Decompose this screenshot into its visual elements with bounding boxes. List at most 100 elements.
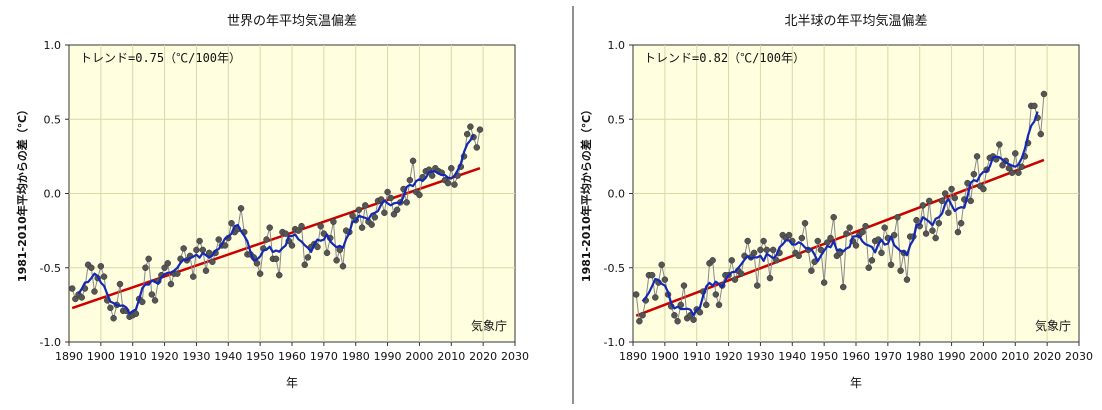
- x-tick-label: 1920: [715, 350, 743, 363]
- data-point: [696, 309, 704, 316]
- y-tick-label: 0.5: [44, 113, 62, 126]
- data-point: [980, 185, 987, 193]
- x-tick-label: 1960: [842, 350, 870, 363]
- data-point: [209, 258, 216, 266]
- data-point: [795, 252, 802, 260]
- data-point: [951, 194, 959, 202]
- data-point: [801, 219, 809, 227]
- data-point: [703, 301, 710, 309]
- data-point: [830, 214, 837, 221]
- x-tick-label: 2030: [1065, 350, 1093, 363]
- data-point: [890, 231, 898, 239]
- y-tick-label: 0.5: [608, 113, 626, 126]
- data-point: [1040, 90, 1048, 98]
- data-point: [368, 221, 375, 228]
- chart-title: 北半球の年平均気温偏差: [784, 13, 927, 29]
- moving-average-group: [77, 134, 475, 315]
- credit-label: 気象庁: [1035, 318, 1071, 333]
- data-point: [301, 261, 308, 269]
- data-point: [100, 273, 108, 280]
- x-tick-label: 1950: [810, 350, 838, 363]
- grid: [69, 45, 515, 342]
- y-tick-label: -1.0: [604, 336, 625, 349]
- data-point: [416, 191, 423, 199]
- data-point: [451, 181, 458, 188]
- data-point: [276, 271, 283, 279]
- data-point: [444, 179, 452, 187]
- x-tick-label: 1980: [906, 350, 934, 363]
- x-axis-label: 年: [286, 376, 298, 390]
- data-point: [167, 280, 175, 288]
- data-point: [945, 209, 952, 217]
- data-point: [189, 273, 197, 280]
- data-point: [78, 294, 85, 301]
- data-point: [476, 126, 484, 133]
- data-point: [202, 267, 210, 274]
- data-point: [894, 214, 901, 221]
- x-tick-label: 1910: [683, 350, 711, 363]
- data-point: [881, 224, 888, 231]
- data-point: [938, 197, 946, 205]
- moving-average-group: [641, 111, 1039, 317]
- data-point: [820, 279, 828, 286]
- y-ticks: 1.0 0.5 0.0 -0.5 -1.0: [604, 39, 633, 349]
- moving-average-line: [641, 111, 1039, 317]
- data-point: [785, 231, 793, 239]
- data-point: [288, 242, 296, 249]
- data-point: [773, 257, 780, 264]
- y-tick-label: 1.0: [44, 39, 62, 52]
- data-point: [148, 291, 156, 298]
- y-tick-label: -0.5: [604, 262, 625, 275]
- trend-line-group: [71, 166, 481, 310]
- data-point: [403, 199, 410, 206]
- data-point: [852, 242, 860, 249]
- data-point: [632, 291, 640, 298]
- x-tick-label: 1910: [119, 350, 147, 363]
- data-point: [798, 234, 806, 242]
- x-tick-label: 1970: [874, 350, 902, 363]
- data-point: [151, 297, 159, 304]
- data-point: [68, 285, 76, 292]
- y-tick-label: 1.0: [608, 39, 626, 52]
- data-point: [814, 237, 822, 245]
- y-ticks: 1.0 0.5 0.0 -0.5 -1.0: [40, 39, 69, 349]
- data-point: [1012, 150, 1019, 157]
- trend-annotation: トレンド=0.75（℃/100年）: [80, 51, 241, 65]
- data-point: [671, 312, 678, 319]
- x-tick-label: 1900: [87, 350, 115, 363]
- x-ticks: 1890 1900 1910 1920 1930 1940 1950 1960 1970 1980…: [55, 342, 529, 363]
- x-tick-label: 2000: [405, 350, 433, 363]
- data-point: [744, 237, 751, 245]
- data-point: [406, 176, 414, 184]
- data-point: [349, 212, 356, 220]
- x-tick-label: 2010: [1001, 350, 1029, 363]
- data-point: [272, 255, 280, 263]
- data-point: [970, 170, 978, 178]
- data-point: [919, 202, 927, 209]
- data-point: [967, 197, 974, 205]
- data-point: [757, 246, 764, 254]
- data-point: [878, 249, 885, 257]
- data-point: [317, 222, 324, 230]
- data-point: [897, 267, 904, 274]
- y-tick-label: -0.5: [40, 262, 61, 275]
- data-point: [652, 294, 659, 301]
- data-point: [330, 218, 337, 225]
- data-point: [948, 185, 955, 193]
- data-point: [339, 263, 347, 270]
- data-point: [145, 255, 152, 263]
- data-point: [132, 310, 140, 318]
- y-axis-label: 1981-2010年平均からの差（℃）: [579, 104, 593, 282]
- data-point: [463, 130, 471, 138]
- chart-world: 1.0 0.5 0.0 -0.5 -1.0 1890 1900 1910 1920 1930 19…: [15, 13, 529, 390]
- data-point: [88, 264, 95, 271]
- data-point: [298, 222, 305, 230]
- data-point: [690, 316, 697, 323]
- data-point: [840, 283, 847, 291]
- data-point: [957, 219, 965, 227]
- data-point: [448, 165, 455, 172]
- data-point: [91, 288, 98, 295]
- data-point: [932, 234, 939, 242]
- data-point: [926, 197, 933, 205]
- data-point: [846, 224, 853, 231]
